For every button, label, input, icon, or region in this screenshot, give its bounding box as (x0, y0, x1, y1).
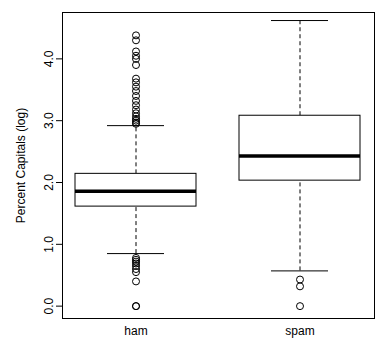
svg-text:ham: ham (124, 324, 147, 338)
svg-text:3.0: 3.0 (42, 112, 56, 129)
svg-text:Percent Capitals (log): Percent Capitals (log) (14, 108, 28, 223)
svg-text:spam: spam (285, 324, 314, 338)
svg-text:4.0: 4.0 (42, 50, 56, 67)
svg-text:1.0: 1.0 (42, 236, 56, 253)
svg-text:0.0: 0.0 (42, 297, 56, 314)
svg-text:2.0: 2.0 (42, 174, 56, 191)
